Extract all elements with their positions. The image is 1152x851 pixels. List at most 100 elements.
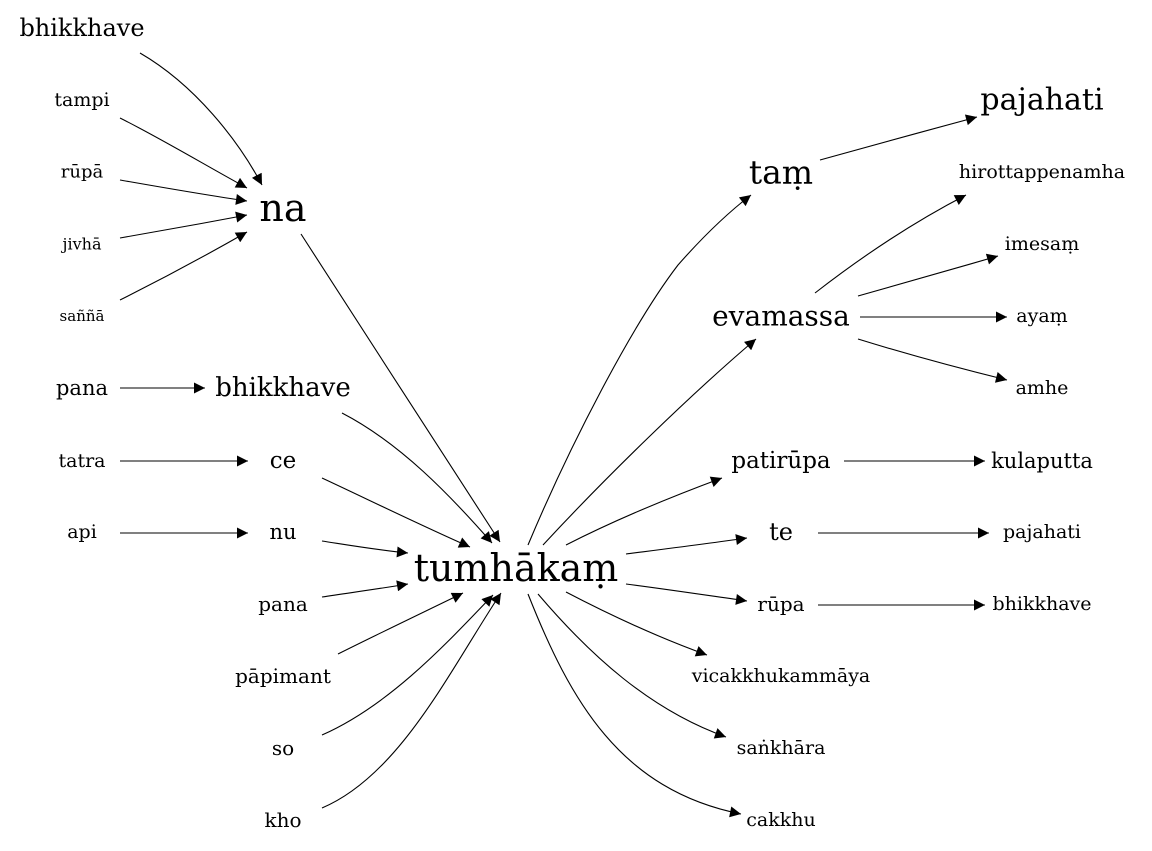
node-label: amhe: [1016, 377, 1069, 399]
edge-rupa1-to-na: [119, 179, 248, 205]
edge-tumhakam-to-tam: [527, 194, 752, 546]
node-te: te: [769, 518, 793, 546]
edge-jivha-to-na: [119, 211, 248, 239]
edge-nu-to-tumhakam: [321, 540, 409, 558]
node-label: te: [769, 518, 793, 546]
edge-so-to-tumhakam: [321, 594, 494, 736]
edge-sanna-to-na: [119, 231, 248, 301]
node-sanna: saññā: [60, 307, 105, 325]
edge-arrow: [819, 114, 978, 161]
node-tampi: tampi: [54, 89, 109, 111]
node-tam: taṃ: [749, 153, 813, 192]
edge-arrow: [341, 412, 493, 544]
node-api: api: [67, 521, 97, 543]
edge-arrow: [321, 540, 409, 558]
node-label: bhikkhave: [215, 373, 351, 403]
edge-kho-to-tumhakam: [321, 592, 502, 809]
node-so: so: [272, 736, 294, 760]
node-label: evamassa: [712, 300, 850, 333]
edge-tumhakam-to-sankhara: [537, 593, 727, 739]
node-patirupa: patirūpa: [731, 448, 831, 474]
node-pajahati2: pajahati: [1003, 521, 1081, 543]
node-label: rūpā: [61, 162, 104, 183]
node-label: cakkhu: [746, 809, 815, 831]
edge-tumhakam-to-rupa2: [625, 583, 748, 605]
node-rupa1: rūpā: [61, 162, 104, 183]
node-label: ce: [270, 448, 297, 474]
edge-arrow: [139, 52, 263, 186]
nodes-layer: bhikkhave tampi rūpā jivhā saññā na pana bhikkh…: [19, 14, 1125, 832]
node-label: jivhā: [61, 235, 102, 254]
node-label: pana: [258, 592, 308, 616]
node-na: na: [259, 186, 306, 230]
node-label: nu: [269, 520, 296, 544]
node-label: kulaputta: [991, 449, 1093, 473]
node-pana1: pana: [56, 376, 108, 400]
edge-evamassa-to-imesam: [857, 253, 999, 297]
edge-arrow: [857, 253, 999, 297]
node-ce: ce: [270, 448, 297, 474]
edge-tampi-to-na: [119, 117, 248, 189]
node-label: tatra: [58, 450, 105, 472]
edge-tumhakam-to-vicakkhukammaya: [565, 591, 708, 657]
node-sankhara: saṅkhāra: [737, 737, 826, 759]
node-label: so: [272, 736, 294, 760]
node-nu: nu: [269, 520, 296, 544]
node-label: pajahati: [1003, 521, 1081, 543]
node-label: saññā: [60, 307, 105, 325]
edge-tumhakam-to-patirupa: [565, 476, 723, 546]
node-kulaputta: kulaputta: [991, 449, 1093, 473]
node-evamassa: evamassa: [712, 300, 850, 333]
node-label: na: [259, 186, 306, 230]
edge-arrow: [321, 477, 471, 548]
edge-evamassa-to-amhe: [857, 338, 1008, 383]
edge-arrow: [119, 117, 248, 189]
node-pajahati1: pajahati: [980, 83, 1103, 118]
edge-pana2-to-tumhakam: [321, 580, 409, 598]
node-ayam: ayaṃ: [1016, 305, 1067, 327]
edge-arrow: [537, 593, 727, 739]
node-papimant: pāpimant: [235, 664, 331, 688]
edge-evamassa-to-hirottappenamha: [814, 194, 967, 294]
edge-arrow: [119, 179, 248, 205]
node-pana2: pana: [258, 592, 308, 616]
edge-arrow: [119, 211, 248, 239]
edge-bhikkhave_mid-to-tumhakam: [341, 412, 493, 544]
edge-arrow: [542, 338, 757, 546]
node-label: tampi: [54, 89, 109, 111]
edge-arrow: [119, 231, 248, 301]
node-label: hirottappenamha: [959, 161, 1125, 183]
edge-arrow: [300, 233, 501, 543]
edge-arrow: [857, 338, 1008, 383]
node-label: rūpa: [757, 592, 804, 616]
node-tumhakam: tumhākaṃ: [414, 546, 619, 590]
node-kho: kho: [264, 808, 301, 832]
edge-arrow: [321, 594, 494, 736]
node-label: saṅkhāra: [737, 737, 826, 759]
edge-arrow: [321, 580, 409, 598]
node-bhikkhave-right: bhikkhave: [992, 593, 1091, 615]
edge-bhikkhave_top-to-na: [139, 52, 263, 186]
edge-arrow: [625, 583, 748, 605]
node-label: pāpimant: [235, 664, 331, 688]
node-tatra: tatra: [58, 450, 105, 472]
node-label: pajahati: [980, 83, 1103, 118]
edge-na-to-tumhakam: [300, 233, 501, 543]
node-label: taṃ: [749, 153, 813, 192]
edge-arrow: [337, 592, 464, 655]
node-cakkhu: cakkhu: [746, 809, 815, 831]
node-amhe: amhe: [1016, 377, 1069, 399]
node-label: ayaṃ: [1016, 305, 1067, 327]
node-label: pana: [56, 376, 108, 400]
node-label: tumhākaṃ: [414, 546, 619, 590]
edge-arrow: [814, 194, 967, 294]
edges-layer: [119, 52, 1008, 818]
edge-arrow: [625, 534, 748, 555]
node-vicakkhukammaya: vicakkhukammāya: [691, 665, 871, 687]
edge-arrow: [527, 194, 752, 546]
edge-arrow: [321, 592, 502, 809]
edge-tumhakam-to-evamassa: [542, 338, 757, 546]
edge-tam-to-pajahati1: [819, 114, 978, 161]
node-label: bhikkhave: [19, 14, 144, 42]
